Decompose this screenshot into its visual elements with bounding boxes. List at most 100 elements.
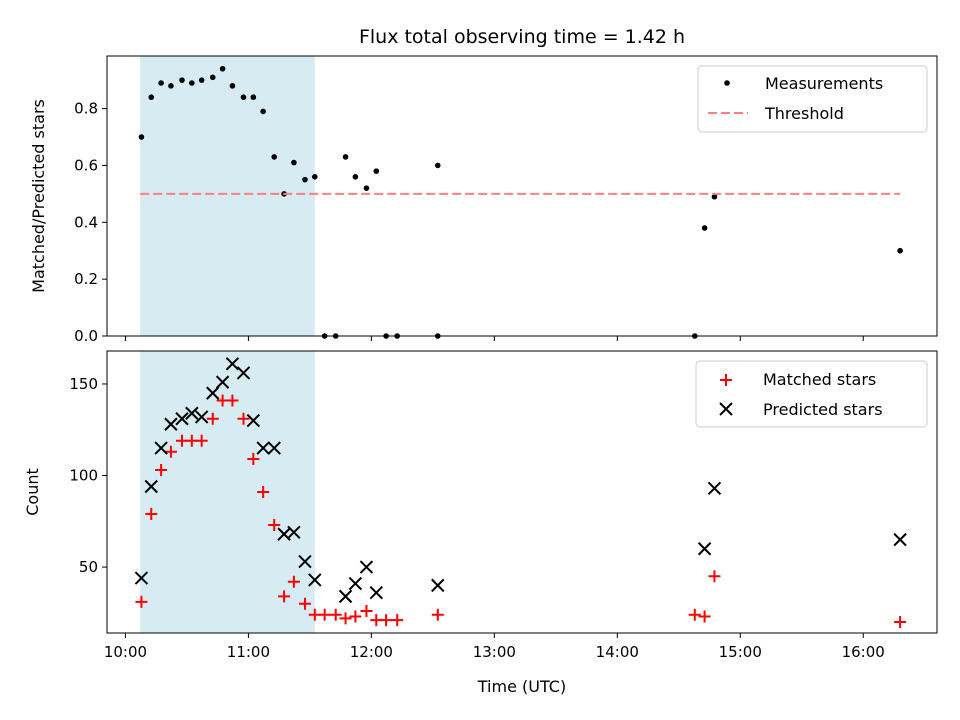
predicted-star-point: [206, 386, 220, 400]
matched-star-point: [278, 590, 291, 603]
predicted-star-point: [348, 576, 363, 591]
measurement-point: [138, 134, 145, 140]
measurement-point: [250, 94, 257, 101]
top-y-axis-label: Matched/Predicted stars: [29, 99, 48, 293]
matched-star-point: [268, 518, 281, 531]
x-tick-label: 13:00: [473, 643, 516, 661]
predicted-star-point: [194, 410, 209, 424]
measurement-point: [271, 154, 278, 160]
measurement-point: [312, 174, 318, 180]
predicted-star-point: [287, 525, 301, 539]
predicted-star-point: [267, 441, 281, 455]
measurement-point: [260, 108, 266, 115]
predicted-star-point: [164, 417, 178, 431]
legend-label-measurements: Measurements: [765, 74, 883, 93]
matched-star-point: [698, 610, 711, 623]
matched-star-point: [298, 597, 311, 610]
matched-star-point: [135, 595, 148, 608]
predicted-star-point: [185, 406, 199, 420]
measurement-point: [342, 154, 349, 160]
top-panel: 0.00.20.40.60.8 Matched/Predicted stars …: [29, 55, 938, 345]
top-legend-box: [697, 65, 928, 133]
predicted-star-point: [338, 589, 353, 604]
x-tick-label: 16:00: [842, 643, 885, 661]
legend-label-matched: Matched stars: [763, 370, 876, 389]
measurement-point: [229, 83, 236, 89]
bottom-x-ticks: 10:00 11:00 12:00 13:00 14:00 15:00 16:00: [104, 633, 885, 661]
measurement-point: [189, 80, 195, 86]
top-legend: Measurements Threshold: [697, 65, 928, 133]
matched-star-point: [164, 445, 177, 458]
bottom-axes-frame: [106, 350, 938, 634]
legend-marker-measurements: [724, 80, 730, 86]
top-y-tick-label: 0.6: [74, 156, 98, 174]
measurement-point: [291, 159, 297, 166]
measurement-point: [198, 77, 205, 83]
bottom-legend-box: [695, 360, 928, 428]
measurement-point: [897, 247, 903, 254]
chart-title: Flux total observing time = 1.42 h: [359, 26, 685, 48]
measurement-point: [701, 225, 708, 231]
x-axis-label: Time (UTC): [477, 677, 566, 696]
measurement-point: [363, 185, 370, 191]
measurement-point: [219, 65, 226, 72]
top-y-tick-label: 0.8: [74, 100, 98, 118]
x-tick-label: 14:00: [596, 643, 639, 661]
bottom-legend: Matched stars Predicted stars: [695, 360, 928, 428]
matched-star-point: [329, 608, 342, 621]
measurement-point: [711, 193, 718, 200]
measurement-point: [373, 168, 380, 174]
bottom-y-tick-label: 100: [69, 467, 98, 485]
legend-marker-predicted: [719, 402, 733, 416]
predicted-star-point: [359, 560, 374, 574]
predicted-star-point: [431, 578, 445, 593]
predicted-star-point: [697, 542, 712, 556]
measurement-point: [179, 77, 185, 83]
bottom-shaded-region: [140, 351, 315, 633]
measurement-point: [148, 94, 155, 101]
measurement-point: [209, 74, 216, 81]
measurement-point: [240, 94, 247, 101]
matched-star-point: [894, 616, 907, 629]
predicted-star-point: [175, 412, 189, 426]
bottom-count-points: [134, 357, 907, 629]
measurement-point: [168, 83, 174, 89]
predicted-star-point: [308, 573, 322, 587]
matched-star-point: [145, 507, 158, 520]
x-tick-label: 10:00: [104, 643, 147, 661]
bottom-y-tick-label: 150: [69, 375, 98, 393]
legend-label-predicted: Predicted stars: [763, 400, 883, 419]
top-y-tick-label: 0.0: [74, 327, 98, 345]
predicted-star-point: [246, 413, 261, 428]
matched-star-point: [206, 412, 219, 425]
predicted-star-point: [144, 479, 158, 494]
top-y-tick-label: 0.4: [74, 213, 98, 231]
matched-star-point: [195, 434, 208, 447]
legend-marker-matched: [720, 374, 732, 386]
predicted-star-point: [369, 586, 383, 600]
x-tick-label: 15:00: [719, 643, 762, 661]
matched-star-point: [431, 608, 444, 621]
predicted-star-point: [225, 357, 240, 371]
matched-star-point: [688, 608, 701, 621]
matched-star-point: [339, 612, 352, 625]
x-tick-label: 12:00: [350, 643, 393, 661]
matched-star-point: [237, 412, 250, 425]
top-x-ticks: [124, 336, 864, 341]
bottom-y-ticks: 50 100 150: [69, 375, 107, 576]
matched-star-point: [226, 394, 239, 407]
legend-label-threshold: Threshold: [764, 104, 844, 123]
matched-star-point: [360, 605, 373, 618]
matched-star-point: [349, 610, 362, 623]
bottom-y-tick-label: 50: [79, 558, 98, 576]
measurement-point: [434, 162, 441, 169]
top-axes-frame: [106, 55, 938, 337]
bottom-y-axis-label: Count: [23, 468, 42, 516]
measurement-point: [158, 80, 164, 86]
matched-star-point: [708, 570, 721, 583]
predicted-star-point: [256, 441, 270, 455]
top-y-ticks: 0.0 0.2 0.4 0.6 0.8: [74, 100, 107, 345]
matched-star-point: [287, 575, 300, 588]
